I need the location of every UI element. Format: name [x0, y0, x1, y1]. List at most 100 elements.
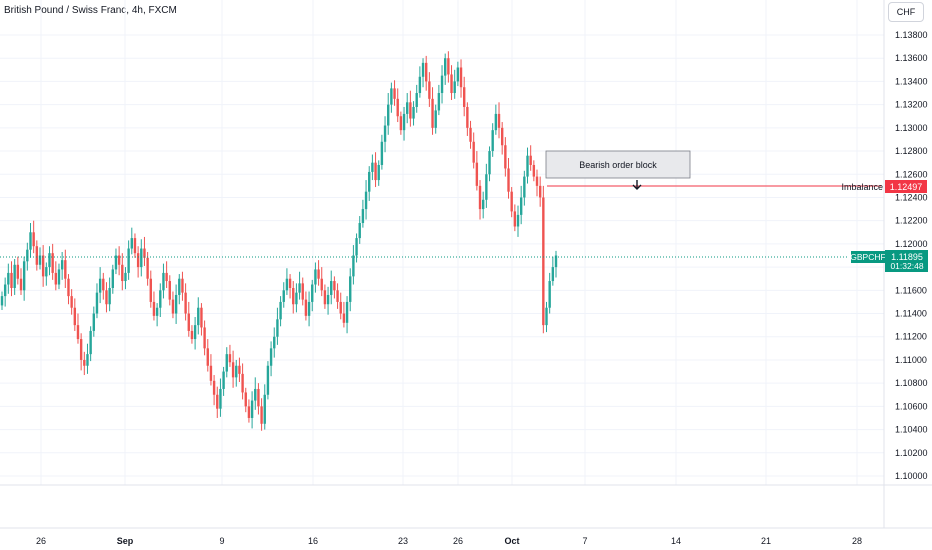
- candle-body: [54, 272, 58, 285]
- candle: [282, 282, 285, 308]
- candle: [130, 227, 133, 255]
- candle: [494, 104, 498, 135]
- candle-body: [377, 164, 380, 181]
- candle-body: [412, 106, 415, 119]
- candle-body: [396, 98, 399, 117]
- candle: [165, 261, 168, 288]
- candle: [437, 84, 441, 116]
- candle: [396, 88, 399, 123]
- candle: [197, 297, 200, 335]
- candle-body: [155, 307, 159, 316]
- candle-body: [406, 102, 409, 114]
- candle-body: [282, 290, 285, 302]
- candle: [235, 359, 238, 387]
- candle-body: [10, 272, 13, 288]
- candle-body: [551, 267, 555, 282]
- candle: [190, 325, 194, 344]
- candle-body: [111, 269, 114, 288]
- candle: [364, 180, 368, 220]
- candle-body: [79, 339, 83, 360]
- candle: [412, 101, 415, 126]
- candle: [171, 291, 175, 319]
- candle-body: [285, 278, 289, 291]
- candle: [76, 313, 80, 344]
- currency-button[interactable]: CHF: [888, 2, 924, 22]
- order-block-label: Bearish order block: [579, 160, 657, 170]
- candle: [178, 274, 181, 305]
- candle: [200, 303, 203, 336]
- candle: [526, 147, 529, 184]
- candle-body: [108, 287, 111, 305]
- candle-body: [466, 106, 469, 128]
- candle-body: [355, 238, 358, 256]
- candle-body: [228, 354, 232, 363]
- candle-body: [41, 255, 45, 277]
- candle-body: [345, 301, 349, 323]
- candle: [352, 245, 355, 285]
- candle: [92, 306, 96, 337]
- time-axis[interactable]: 26 Sep 9 16 23 26 Oct 7 14 21 28: [36, 536, 862, 546]
- candle-body: [510, 191, 513, 212]
- candle-body: [323, 290, 327, 305]
- candle-body: [16, 264, 20, 279]
- candle-body: [159, 290, 162, 308]
- bearish-order-block[interactable]: [545, 150, 691, 179]
- price-tick-label: 1.12400: [895, 192, 928, 202]
- time-tick-label: Oct: [504, 536, 519, 546]
- candle-body: [89, 330, 92, 355]
- candle-body: [418, 76, 422, 94]
- candle-body: [307, 301, 311, 316]
- candle-body: [29, 232, 32, 250]
- candle-body: [114, 255, 118, 270]
- candle: [504, 137, 507, 177]
- candle-body: [402, 113, 406, 131]
- candle-body: [371, 162, 374, 172]
- candle-body: [364, 191, 368, 210]
- candle-body: [219, 388, 222, 409]
- candle: [349, 268, 352, 312]
- candle: [453, 69, 456, 99]
- candle-body: [124, 272, 127, 282]
- price-tick-label: 1.10000: [895, 471, 928, 481]
- candle: [554, 250, 558, 278]
- candle-body: [339, 301, 342, 314]
- time-tick-label: Sep: [117, 536, 134, 546]
- candle-body: [222, 371, 225, 389]
- candle-body: [241, 373, 244, 393]
- candle-body: [428, 81, 431, 99]
- candle: [98, 267, 102, 304]
- candle-body: [548, 281, 551, 308]
- candle-body: [535, 176, 539, 186]
- candle-body: [263, 394, 266, 424]
- candle: [383, 116, 387, 153]
- candle-body: [374, 162, 377, 181]
- candle: [216, 386, 219, 418]
- candle-body: [545, 307, 548, 326]
- candle: [440, 65, 444, 104]
- candle: [548, 272, 551, 314]
- candle: [402, 106, 406, 141]
- candle-body: [143, 248, 146, 258]
- candle: [336, 283, 339, 309]
- candle-body: [38, 255, 42, 265]
- candle-body: [447, 58, 450, 75]
- imbalance-label: Imbalance: [841, 182, 883, 192]
- candle: [48, 246, 51, 276]
- candle: [311, 279, 314, 312]
- candle-body: [181, 278, 184, 293]
- candle: [462, 76, 466, 117]
- candle: [345, 296, 349, 334]
- time-tick-label: 7: [582, 536, 587, 546]
- candle: [16, 256, 20, 285]
- candle-body: [98, 278, 102, 293]
- candle: [320, 267, 323, 297]
- candle: [159, 283, 162, 318]
- last-price-tag: [885, 250, 928, 272]
- candle: [89, 326, 92, 362]
- candle: [108, 277, 111, 312]
- candle: [32, 220, 35, 254]
- candle: [105, 282, 108, 313]
- candle: [399, 111, 403, 135]
- last-price-value: 1.11895: [891, 252, 923, 262]
